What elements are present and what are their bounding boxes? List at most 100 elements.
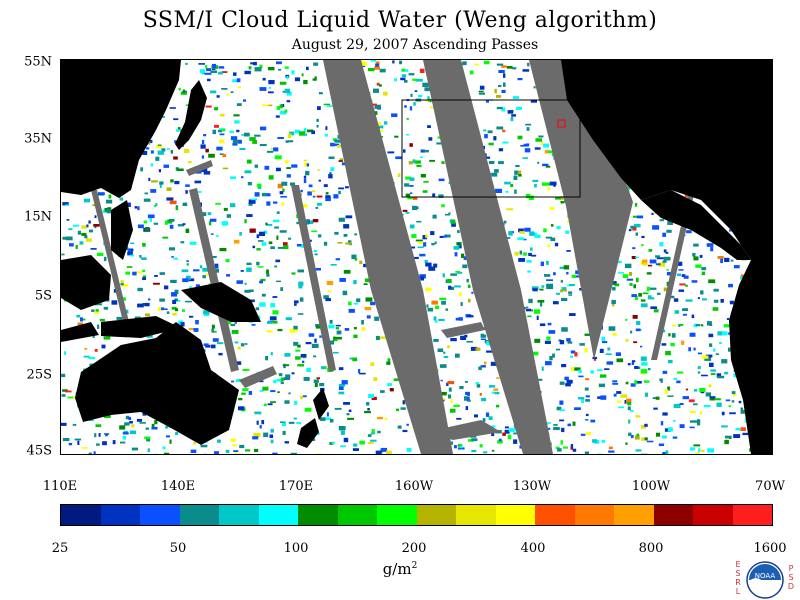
cloud-pixel [678, 289, 685, 292]
cloud-pixel [259, 380, 264, 383]
cloud-pixel [541, 366, 544, 371]
cloud-pixel [517, 170, 522, 175]
cloud-pixel [166, 197, 174, 201]
cloud-pixel [539, 323, 546, 327]
cloud-pixel [214, 265, 219, 267]
cloud-pixel [193, 441, 196, 445]
cloud-pixel [234, 361, 242, 365]
cloud-pixel [585, 378, 590, 381]
cloud-pixel [375, 61, 380, 66]
cloud-pixel [343, 437, 349, 443]
colorbar-swatch [416, 505, 456, 525]
cloud-pixel [441, 161, 445, 164]
cloud-pixel [404, 79, 408, 83]
cloud-pixel [523, 307, 526, 310]
cloud-pixel [225, 449, 230, 453]
cloud-pixel [284, 160, 289, 164]
cloud-pixel [655, 396, 660, 400]
cloud-pixel [418, 94, 423, 98]
cloud-pixel [249, 137, 256, 141]
cloud-pixel [312, 195, 316, 198]
cloud-pixel [415, 78, 423, 82]
cloud-pixel [632, 227, 637, 231]
cloud-pixel [638, 293, 642, 297]
cloud-pixel [370, 301, 375, 306]
cloud-pixel [311, 343, 319, 348]
lon-label-70w: 70W [755, 479, 785, 494]
cloud-pixel [601, 439, 606, 443]
cloud-pixel [419, 253, 426, 257]
cloud-pixel [352, 357, 358, 362]
cloud-pixel [731, 391, 736, 395]
cloud-pixel [129, 254, 135, 257]
colorbar-swatch [377, 505, 417, 525]
cloud-pixel [498, 161, 504, 165]
cloud-pixel [634, 435, 640, 440]
cloud-pixel [176, 168, 184, 172]
cloud-pixel [604, 368, 610, 370]
cloud-pixel [620, 394, 628, 398]
cloud-pixel [436, 142, 443, 145]
cloud-pixel [585, 413, 589, 417]
cloud-pixel [457, 230, 460, 233]
cloud-pixel [332, 138, 337, 141]
cloud-pixel [636, 215, 644, 219]
cloud-pixel [359, 260, 363, 264]
cloud-pixel [378, 84, 382, 87]
cloud-pixel [86, 224, 89, 227]
cloud-pixel [277, 328, 283, 332]
no-data-swaths [91, 60, 699, 454]
cloud-pixel [630, 435, 634, 439]
cloud-pixel [658, 443, 665, 447]
cloud-pixel [193, 269, 200, 272]
cloud-pixel [270, 147, 274, 150]
cloud-pixel [261, 420, 265, 425]
cloud-pixel [505, 190, 509, 193]
colorbar-swatch [258, 505, 298, 525]
cloud-pixel [433, 316, 437, 321]
cloud-pixel [481, 397, 487, 402]
cloud-pixel [142, 242, 146, 247]
cloud-pixel [616, 358, 623, 363]
cloud-pixel [175, 431, 179, 435]
cloud-pixel [470, 346, 478, 351]
cloud-pixel [561, 287, 567, 292]
cloud-pixel [207, 212, 212, 216]
cloud-pixel [460, 445, 463, 449]
cloud-water-map [60, 59, 773, 455]
cloud-pixel [425, 262, 432, 267]
cloud-pixel [233, 450, 239, 452]
cloud-pixel [640, 299, 646, 302]
cloud-pixel [329, 419, 334, 423]
cloud-pixel [414, 160, 421, 164]
cloud-pixel [681, 340, 685, 345]
cloud-pixel [169, 224, 174, 229]
cloud-pixel [384, 417, 388, 421]
cloud-pixel [253, 432, 261, 438]
cloud-pixel [466, 399, 471, 402]
cloud-pixel [269, 316, 277, 321]
cloud-pixel [335, 324, 341, 327]
colorbar-label-25: 25 [51, 541, 69, 556]
cloud-pixel [590, 370, 594, 374]
cloud-pixel [314, 382, 318, 388]
cloud-pixel [268, 91, 274, 94]
cloud-pixel [297, 364, 304, 367]
cloud-pixel [307, 129, 314, 133]
colorbar-swatch [100, 505, 140, 525]
cloud-pixel [429, 159, 435, 162]
logo-letter: D [787, 582, 795, 591]
cloud-pixel [450, 273, 457, 276]
cloud-pixel [462, 264, 468, 269]
cloud-pixel [662, 232, 666, 237]
cloud-pixel [308, 333, 315, 337]
cloud-pixel [351, 254, 357, 260]
cloud-pixel [126, 266, 133, 268]
cloud-pixel [721, 331, 728, 336]
cloud-pixel [671, 324, 676, 327]
cloud-pixel [267, 403, 273, 406]
cloud-pixel [496, 106, 503, 110]
cloud-pixel [570, 367, 575, 371]
cloud-pixel [166, 187, 172, 191]
cloud-pixel [642, 292, 649, 295]
